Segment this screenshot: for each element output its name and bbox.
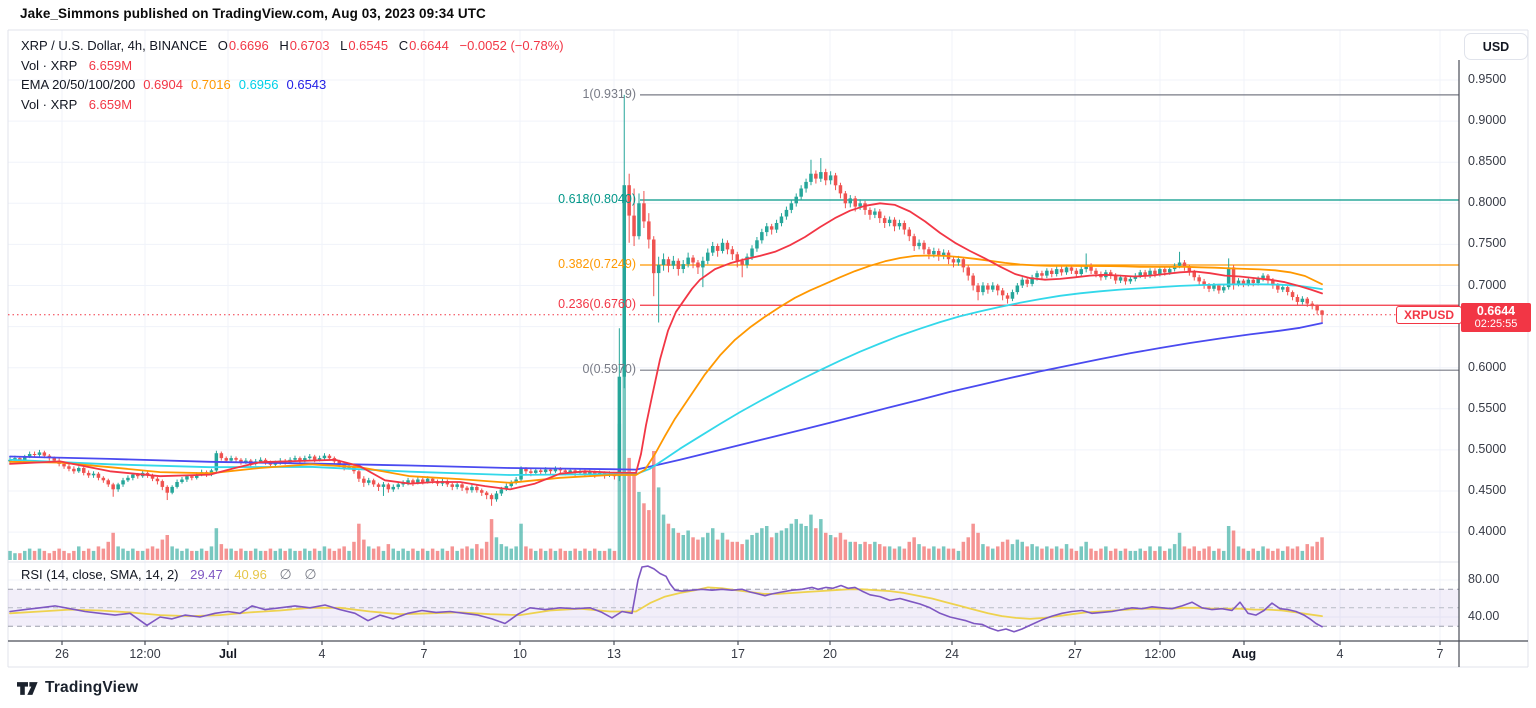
fib-level-label: 0.236(0.6760) [558, 297, 636, 312]
rsi-line [9, 565, 1323, 633]
high-label: H [279, 38, 289, 53]
time-tick-label: 12:00 [1144, 647, 1176, 661]
chart-legend: XRP / U.S. Dollar, 4h, BINANCE O0.6696 H… [21, 36, 564, 114]
price-tick-label: 0.6000 [1468, 359, 1507, 374]
fib-level-label: 0.382(0.7249) [558, 257, 636, 272]
price-tick-label: 0.9000 [1468, 113, 1507, 128]
price-tick-label: 0.7000 [1468, 277, 1507, 292]
rsi-empty-icon: ∅ [279, 566, 292, 582]
time-tick-label: Jul [218, 647, 238, 661]
rsi-empty-icon-2: ∅ [304, 566, 317, 582]
ema-value: 0.7016 [190, 77, 231, 92]
chart-frame [7, 29, 1529, 668]
rsi-sma-value: 40.96 [234, 567, 267, 582]
last-price-axis-label: 0.6644 02:25:55 [1461, 303, 1531, 332]
time-tick-label: 4 [318, 647, 326, 661]
published-bar: Jake_Simmons published on TradingView.co… [20, 6, 486, 21]
bar-countdown: 02:25:55 [1474, 317, 1518, 330]
price-line-symbol-label: XRPUSD [1396, 306, 1463, 324]
high-value: 0.6703 [289, 38, 330, 53]
volume-label: Vol · XRP [21, 57, 78, 73]
ema-value: 0.6904 [143, 77, 183, 92]
change-value: −0.0052 (−0.78%) [459, 38, 564, 53]
time-tick-label: 24 [945, 647, 959, 661]
time-tick-label: 17 [731, 647, 745, 661]
tradingview-logo-text: TradingView [45, 679, 139, 696]
price-tick-label: 0.4000 [1468, 524, 1507, 539]
volume-label-2: Vol · XRP [21, 96, 78, 112]
close-label: C [398, 38, 409, 53]
ema-label: EMA 20/50/100/200 [21, 77, 136, 92]
currency-toggle-button[interactable]: USD [1464, 33, 1528, 60]
rsi-legend-row[interactable]: RSI (14, close, SMA, 14, 2) 29.47 40.96 … [21, 566, 317, 583]
time-tick-label: 27 [1068, 647, 1082, 661]
candlestick-series [8, 94, 1324, 506]
volume-legend-row-2[interactable]: Vol · XRP 6.659M [21, 95, 564, 115]
ema-value: 0.6543 [286, 77, 327, 92]
time-tick-label: 4 [1336, 647, 1344, 661]
fib-level-label: 0.618(0.8040) [558, 192, 636, 206]
volume-value-2: 6.659M [88, 96, 133, 112]
volume-series [8, 333, 1324, 561]
price-tick-label: 0.4500 [1468, 483, 1507, 497]
rsi-band [8, 588, 1459, 627]
ema-value: 0.6956 [238, 77, 279, 92]
time-tick-label: 7 [1436, 647, 1444, 661]
time-tick-label: 26 [55, 647, 69, 661]
ema-legend-row[interactable]: EMA 20/50/100/200 0.6904 0.7016 0.6956 0.654… [21, 75, 564, 95]
rsi-tick-label: 80.00 [1468, 572, 1500, 586]
tradingview-logo[interactable]: TradingView [17, 679, 138, 697]
published-text: Jake_Simmons published on TradingView.co… [20, 6, 486, 21]
low-label: L [340, 38, 348, 53]
symbol-title: XRP / U.S. Dollar, 4h, BINANCE [21, 38, 208, 53]
last-price-value: 0.6644 [1476, 303, 1516, 318]
axis-separators [8, 60, 1528, 667]
open-label: O [217, 38, 228, 53]
tradingview-logo-icon [17, 681, 38, 695]
ema100-line [9, 283, 1323, 476]
ema50-line [9, 254, 1323, 484]
time-tick-label: 10 [513, 647, 527, 661]
time-tick-label: Aug [1231, 647, 1257, 661]
ema200-line [9, 322, 1323, 471]
close-value: 0.6644 [409, 38, 449, 53]
price-tick-label: 0.9500 [1468, 72, 1507, 86]
open-value: 0.6696 [228, 38, 269, 53]
ema20-line [9, 202, 1323, 491]
time-tick-label: 13 [607, 647, 621, 661]
price-tick-label: 0.8500 [1468, 154, 1507, 169]
time-tick-label: 20 [823, 647, 837, 661]
rsi-title: RSI (14, close, SMA, 14, 2) [21, 567, 179, 582]
price-tick-label: 0.7500 [1468, 236, 1507, 251]
low-value: 0.6545 [348, 38, 389, 53]
grid [8, 30, 1459, 641]
price-tick-label: 0.5000 [1468, 441, 1507, 456]
rsi-value: 29.47 [190, 567, 223, 582]
fib-level-label: 0(0.5970) [582, 362, 636, 377]
price-tick-label: 0.5500 [1468, 400, 1507, 415]
volume-value: 6.659M [88, 57, 133, 73]
time-tick-label: 7 [420, 647, 428, 661]
fib-level-label: 1(0.9319) [582, 86, 636, 101]
volume-legend-row[interactable]: Vol · XRP 6.659M [21, 56, 564, 76]
time-tick-label: 12:00 [129, 647, 161, 661]
rsi-sma-line [9, 586, 1323, 620]
price-tick-label: 0.8000 [1468, 195, 1507, 210]
ema-values: 0.6904 0.7016 0.6956 0.6543 [135, 77, 326, 92]
symbol-legend-row[interactable]: XRP / U.S. Dollar, 4h, BINANCE O0.6696 H… [21, 36, 564, 56]
rsi-tick-label: 40.00 [1468, 609, 1500, 623]
